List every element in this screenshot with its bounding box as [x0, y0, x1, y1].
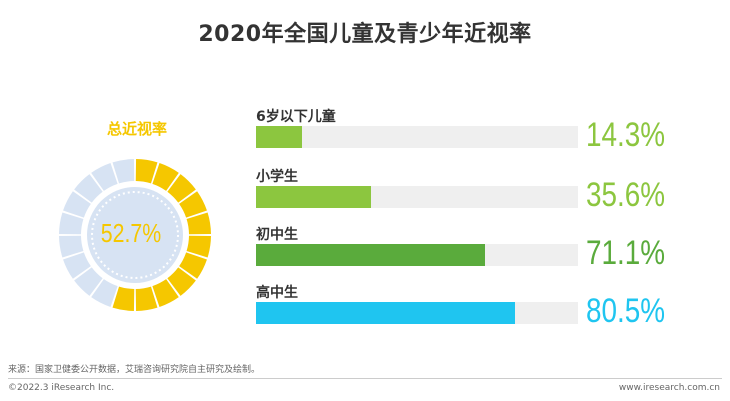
donut-segment-empty — [112, 159, 135, 184]
donut-segment-empty — [59, 235, 84, 258]
donut-value: 52.7% — [100, 218, 162, 248]
donut-segment-empty — [74, 267, 103, 296]
website-url: www.iresearch.com.cn — [618, 383, 720, 393]
bar-track — [256, 302, 578, 324]
donut-segment-filled — [152, 163, 179, 191]
donut-segment-filled — [186, 235, 211, 258]
bar-group-3: 初中生 71.1% — [256, 224, 696, 284]
donut-segment-empty — [63, 191, 91, 218]
bar-fill — [256, 302, 516, 324]
donut-segment-empty — [63, 252, 91, 279]
source-note: 来源：国家卫健委公开数据，艾瑞咨询研究院自主研究及绘制。 — [8, 365, 261, 375]
donut-segment-filled — [179, 191, 207, 218]
bar-track — [256, 244, 578, 266]
footer-divider — [8, 378, 722, 379]
donut-segment-filled — [167, 267, 196, 296]
bar-label: 小学生 — [256, 169, 298, 185]
bar-label: 高中生 — [256, 285, 298, 301]
bar-track — [256, 126, 578, 148]
donut-segment-filled — [135, 159, 158, 184]
donut-dashed-ring — [91, 191, 179, 279]
donut-segment-empty — [59, 212, 84, 235]
donut-chart — [59, 159, 211, 311]
donut-segment-filled — [135, 286, 158, 311]
bar-fill — [256, 244, 485, 266]
donut-label: 总近视率 — [106, 120, 167, 138]
donut-segment-filled — [152, 279, 179, 307]
bar-label: 6岁以下儿童 — [256, 109, 336, 125]
donut-segment-filled — [179, 252, 207, 279]
bar-track — [256, 186, 578, 208]
bar-value: 80.5% — [586, 292, 666, 330]
bar-value: 14.3% — [586, 116, 666, 154]
donut-segment-filled — [112, 286, 135, 311]
donut-inner-disc — [87, 187, 183, 283]
bar-group-1: 6岁以下儿童 14.3% — [256, 106, 696, 166]
bar-fill — [256, 186, 371, 208]
copyright: ©2022.3 iResearch Inc. — [8, 383, 115, 393]
chart-title: 2020年全国儿童及青少年近视率 — [198, 22, 532, 47]
donut-segment-filled — [186, 212, 211, 235]
bar-fill — [256, 126, 303, 148]
bar-value: 35.6% — [586, 176, 666, 214]
bar-value: 71.1% — [586, 234, 666, 272]
donut-segment-empty — [74, 174, 103, 203]
bar-group-4: 高中生 80.5% — [256, 282, 696, 342]
bar-label: 初中生 — [256, 227, 298, 243]
donut-segment-filled — [167, 174, 196, 203]
bar-group-2: 小学生 35.6% — [256, 166, 696, 226]
donut-segment-empty — [91, 163, 118, 191]
donut-segment-empty — [91, 279, 118, 307]
